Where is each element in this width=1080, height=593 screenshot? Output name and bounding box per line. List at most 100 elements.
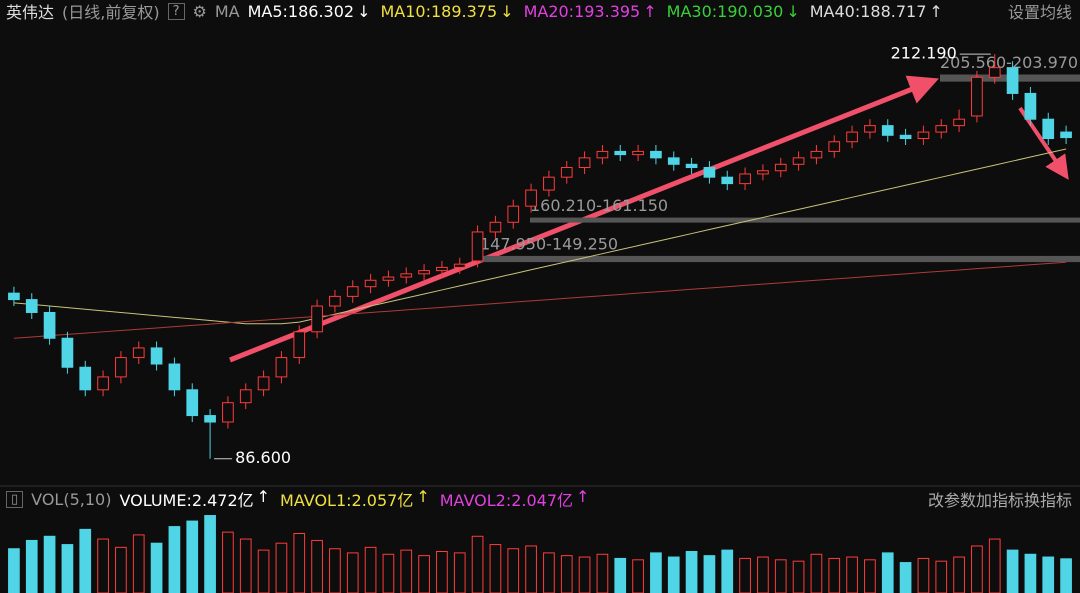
volume-bar	[1042, 556, 1055, 593]
candle-body	[1042, 118, 1055, 140]
candle-body	[25, 299, 38, 313]
volume-bar	[293, 533, 306, 593]
volume-bar	[988, 538, 1001, 593]
volume-bar	[1024, 553, 1037, 593]
indicator-label: MAVOL1:2.057亿	[280, 491, 414, 510]
volume-bar	[846, 556, 858, 593]
candle-body	[168, 363, 181, 391]
candle-body	[667, 157, 680, 165]
level-label: 147.950-149.250	[480, 234, 618, 253]
volume-bar	[489, 544, 502, 593]
volume-bar	[757, 556, 769, 593]
help[interactable]: ?	[167, 2, 185, 20]
volume-bar	[614, 557, 627, 593]
candle-body	[614, 150, 627, 156]
level-label: 205.560-203.970	[940, 53, 1078, 72]
candle-body	[596, 150, 609, 159]
volume-bar	[596, 553, 609, 593]
volume-bar	[239, 538, 252, 593]
volume-bar	[703, 555, 716, 593]
volume-bar	[792, 560, 805, 593]
candle-body	[1006, 67, 1019, 94]
candle-body	[864, 125, 876, 133]
volume-bar	[364, 546, 377, 593]
candle-body	[1024, 92, 1037, 120]
candle-body	[828, 141, 841, 152]
volume-bar	[1006, 549, 1019, 593]
vol-title: VOL(5,10)	[31, 489, 112, 509]
volume-bar	[578, 556, 591, 593]
vol-header: ▯ VOL(5,10) VOLUME:2.472亿 ↑ MAVOL1:2.057亿 ↑…	[0, 488, 1080, 510]
candle-body	[774, 163, 787, 172]
indicator-label: MA20:193.395	[523, 1, 641, 21]
volume-bar	[25, 539, 38, 593]
volume-bar	[864, 559, 876, 593]
indicator-item: MAVOL2:2.047亿 ↑	[440, 488, 590, 510]
candle-body	[757, 170, 769, 175]
candle-body	[953, 118, 965, 127]
indicator-label: MA5:186.302	[247, 1, 355, 21]
candle-body	[204, 415, 216, 423]
volume-bar	[257, 549, 270, 593]
candle-body	[578, 157, 591, 169]
volume-bar	[667, 556, 680, 593]
candle-body	[346, 286, 359, 297]
volume-bar	[810, 553, 823, 593]
gear-icon[interactable]: ⚙	[192, 1, 207, 21]
vol-icon[interactable]: ▯	[6, 490, 24, 508]
indicator-item: MA30:190.030 ↓	[667, 2, 800, 21]
indicator-item: MA5:186.302 ↓	[248, 2, 371, 21]
candle-body	[507, 205, 520, 223]
candle-body	[899, 134, 912, 140]
indicator-label: MAVOL2:2.047亿	[439, 491, 574, 510]
volume-bar	[400, 549, 413, 593]
candle-body	[186, 389, 199, 417]
candle-body	[881, 125, 894, 136]
candle-body	[275, 357, 288, 378]
annotation: 212.190	[891, 44, 957, 63]
candle-body	[560, 167, 573, 178]
button[interactable]: 改参数	[927, 491, 976, 510]
level-band	[480, 255, 1080, 263]
candle-body	[721, 176, 734, 185]
candle-body	[115, 357, 127, 378]
volume-bar	[632, 559, 644, 593]
candle-body	[489, 221, 502, 233]
indicator-label: VOLUME:2.472亿	[119, 491, 254, 510]
candle-body	[382, 276, 395, 281]
volume-bar	[150, 542, 163, 593]
volume-bar	[8, 548, 20, 593]
volume-bar	[971, 545, 983, 593]
candle-body	[543, 176, 555, 191]
candle-body	[685, 163, 698, 169]
indicator-trend: ↑	[576, 488, 590, 506]
indicator-trend: ↑	[929, 1, 943, 21]
volume-bar	[61, 544, 74, 593]
volume-bar	[453, 552, 466, 593]
button[interactable]: 加指标	[975, 491, 1024, 510]
volume-bar	[329, 548, 341, 593]
indicator-item: MA10:189.375 ↓	[380, 2, 513, 21]
indicator-trend: ↑	[416, 488, 430, 506]
button[interactable]: 换指标	[1023, 491, 1072, 510]
indicator-item: MAVOL1:2.057亿 ↑	[280, 488, 430, 510]
volume-bar	[685, 551, 698, 593]
volume-bar	[471, 535, 484, 593]
volume-bar	[275, 542, 288, 593]
volume-bar	[917, 557, 930, 593]
indicators: MA5:186.302 ↓ MA10:189.375 ↓ MA20:193.395 ↑ MA…	[248, 2, 943, 21]
candle-body	[79, 366, 92, 391]
volume-bar	[828, 557, 841, 593]
candle-body	[311, 305, 323, 333]
volume-bar	[418, 555, 430, 593]
candle-body	[846, 131, 858, 143]
settings[interactable]: 设置均线	[1007, 3, 1072, 22]
volume-bar	[650, 552, 662, 593]
candle-body	[132, 347, 145, 359]
candle-body	[988, 67, 1001, 78]
candle-body	[364, 279, 377, 288]
candle-body	[43, 311, 56, 339]
volume-bar	[204, 515, 216, 593]
indicator-trend: ↓	[357, 1, 371, 21]
